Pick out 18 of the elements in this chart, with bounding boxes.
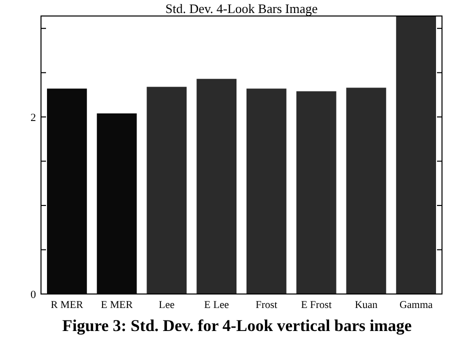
bar: [396, 16, 436, 294]
bar: [196, 78, 237, 294]
bar: [146, 86, 187, 294]
caption: Figure 3: Std. Dev. for 4-Look vertical bars image: [62, 316, 412, 335]
bar: [346, 88, 386, 294]
x-tick-label: R MER: [50, 300, 84, 311]
y-tick-label: 2: [30, 112, 36, 124]
chart-title: Std. Dev. 4-Look Bars Image: [165, 1, 318, 16]
x-tick-label: Frost: [256, 300, 278, 311]
x-tick-label: E Lee: [204, 300, 230, 311]
bar: [246, 88, 286, 294]
x-tick-label: Lee: [158, 300, 175, 311]
x-tick-label: E Frost: [300, 300, 332, 311]
bar: [296, 91, 336, 294]
y-tick-label: 0: [30, 288, 36, 301]
x-tick-label: Kuan: [354, 300, 378, 311]
x-tick-label: Gamma: [399, 300, 434, 311]
x-tick-label: E MER: [100, 300, 133, 311]
